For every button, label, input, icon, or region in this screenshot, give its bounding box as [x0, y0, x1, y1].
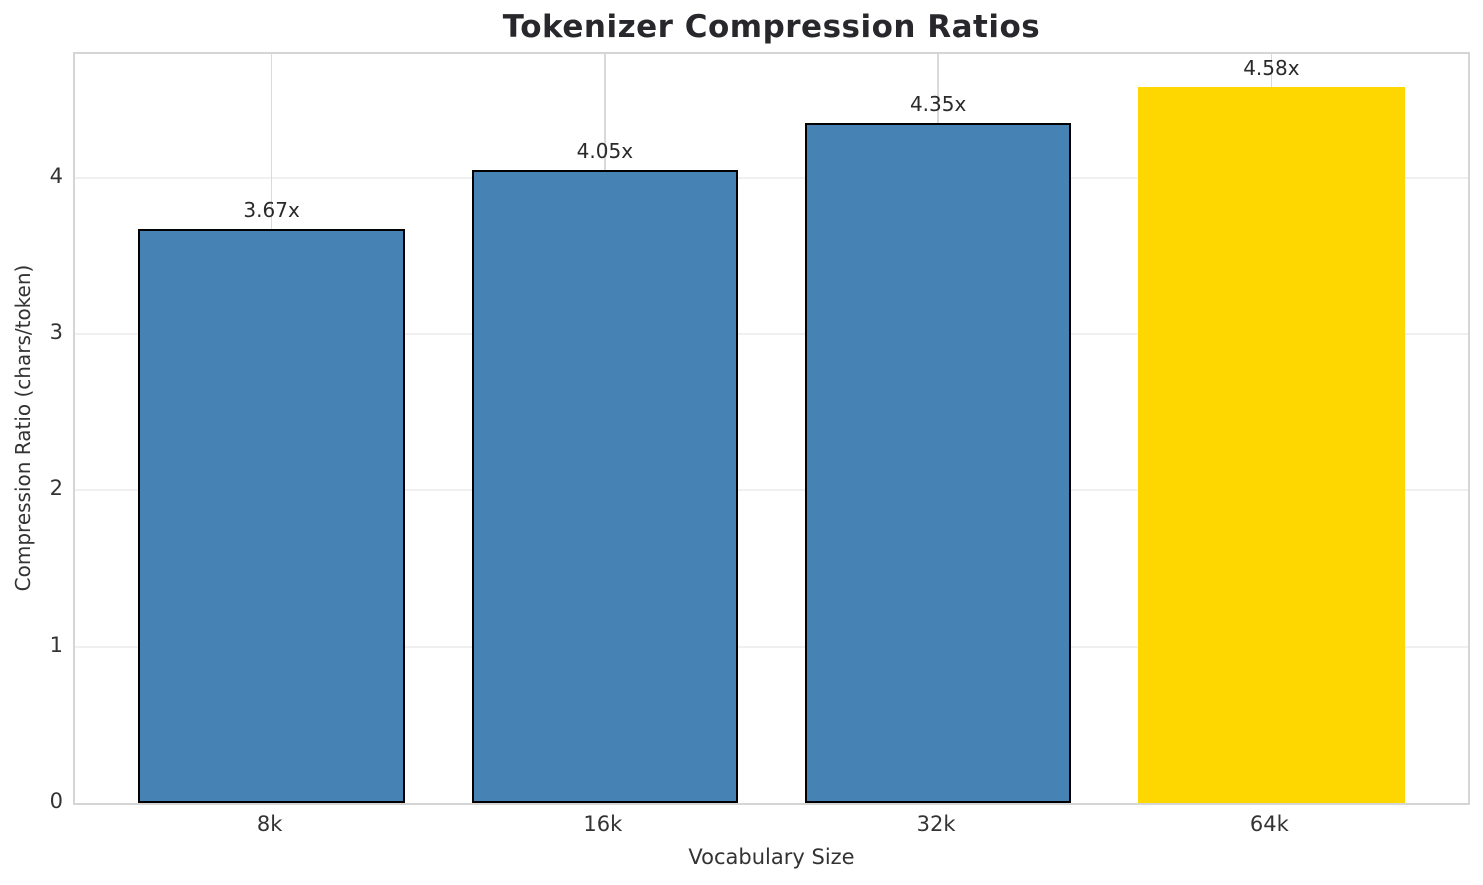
bar-32k: [804, 122, 1072, 803]
x-axis-label: Vocabulary Size: [688, 845, 855, 869]
plot-area: 3.67x 4.05x 4.35x 4.58x: [73, 52, 1470, 805]
bar-16k: [471, 169, 739, 803]
x-tick-label-16k: 16k: [583, 812, 623, 836]
y-tick-label-3: 3: [49, 319, 63, 344]
y-tick-label-2: 2: [49, 476, 63, 501]
chart-title: Tokenizer Compression Ratios: [502, 9, 1041, 45]
x-axis-ticks: 8k 16k 32k 64k: [73, 812, 1470, 842]
h-gridline-4: [75, 176, 1468, 179]
x-tick-label-64k: 64k: [1249, 812, 1289, 836]
bar-8k: [138, 229, 405, 803]
y-axis-ticks: 0 1 2 3 4: [0, 52, 63, 813]
bar-value-label-16k: 4.05x: [576, 138, 634, 163]
y-tick-label-0: 0: [49, 789, 63, 813]
x-tick-label-32k: 32k: [916, 812, 956, 836]
h-gridline-3: [75, 332, 1468, 335]
h-gridline-2: [75, 489, 1468, 492]
x-tick-label-8k: 8k: [256, 812, 283, 836]
y-tick-label-1: 1: [49, 632, 63, 657]
bar-value-label-8k: 3.67x: [243, 198, 300, 223]
h-gridline-1: [75, 645, 1468, 648]
bar-64k: [1138, 86, 1405, 803]
bar-value-label-64k: 4.58x: [1243, 55, 1300, 80]
bar-value-label-32k: 4.35x: [909, 91, 967, 116]
y-axis-label: Compression Ratio (chars/token): [11, 264, 35, 592]
y-tick-label-4: 4: [49, 163, 63, 188]
